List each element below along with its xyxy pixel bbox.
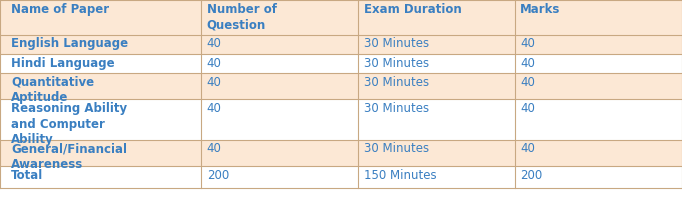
Bar (0, 140, 682, 166)
Text: 40: 40 (520, 37, 535, 50)
Text: 40: 40 (207, 76, 222, 89)
Text: Reasoning Ability
and Computer
Ability: Reasoning Ability and Computer Ability (11, 102, 127, 146)
Text: 30 Minutes: 30 Minutes (364, 142, 428, 155)
Bar (0, 0, 682, 35)
Text: 40: 40 (207, 57, 222, 69)
Bar (0, 166, 682, 188)
Text: 200: 200 (520, 169, 543, 182)
Text: 40: 40 (207, 102, 222, 115)
Bar (0, 73, 682, 99)
Text: 40: 40 (520, 76, 535, 89)
Text: Hindi Language: Hindi Language (11, 57, 115, 69)
Text: English Language: English Language (11, 37, 128, 50)
Text: Quantitative
Aptitude: Quantitative Aptitude (11, 76, 94, 104)
Bar (0, 35, 682, 54)
Text: Name of Paper: Name of Paper (11, 3, 109, 16)
Text: 30 Minutes: 30 Minutes (364, 37, 428, 50)
Text: 40: 40 (207, 37, 222, 50)
Text: 40: 40 (207, 142, 222, 155)
Text: 200: 200 (207, 169, 229, 182)
Text: General/Financial
Awareness: General/Financial Awareness (11, 142, 127, 171)
Text: Total: Total (11, 169, 43, 182)
Bar (0, 99, 682, 140)
Bar (0, 54, 682, 73)
Text: 30 Minutes: 30 Minutes (364, 57, 428, 69)
Text: 30 Minutes: 30 Minutes (364, 102, 428, 115)
Text: 40: 40 (520, 57, 535, 69)
Text: 40: 40 (520, 102, 535, 115)
Text: 150 Minutes: 150 Minutes (364, 169, 436, 182)
Text: 40: 40 (520, 142, 535, 155)
Text: 30 Minutes: 30 Minutes (364, 76, 428, 89)
Text: Marks: Marks (520, 3, 561, 16)
Text: Exam Duration: Exam Duration (364, 3, 461, 16)
Text: Number of
Question: Number of Question (207, 3, 277, 31)
